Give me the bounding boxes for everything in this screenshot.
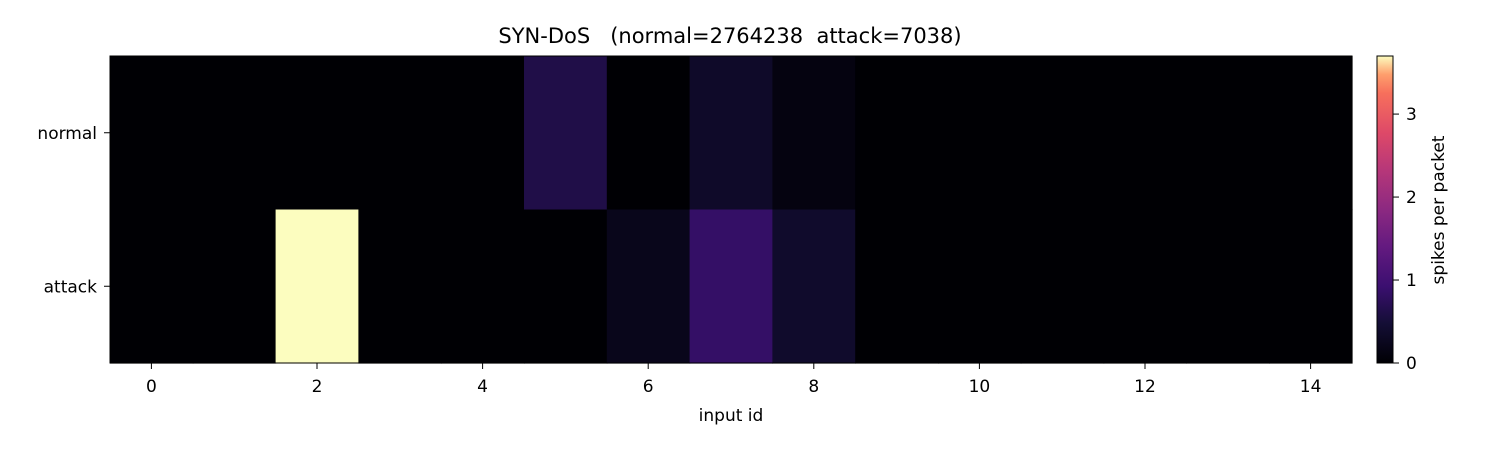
heatmap-cell bbox=[358, 56, 442, 211]
y-axis: normal attack bbox=[37, 124, 110, 297]
heatmap-cell bbox=[441, 56, 525, 211]
x-tick-label: 10 bbox=[969, 377, 991, 397]
chart-title: SYN-DoS (normal=2764238 attack=7038) bbox=[498, 24, 961, 48]
heatmap-cell bbox=[938, 56, 1022, 211]
colorbar-label: spikes per packet bbox=[1429, 135, 1449, 284]
heatmap-cell bbox=[110, 56, 194, 211]
heatmap-cell bbox=[524, 56, 608, 211]
heatmap-cell bbox=[938, 209, 1022, 364]
heatmap-cell bbox=[1103, 209, 1187, 364]
heatmap-cell bbox=[606, 56, 691, 211]
heatmap-cell bbox=[275, 209, 359, 364]
heatmap-cell bbox=[110, 209, 194, 364]
heatmap-cell bbox=[524, 209, 608, 364]
x-tick-label: 0 bbox=[146, 377, 157, 397]
heatmap-cell bbox=[1103, 56, 1187, 211]
x-tick-label: 2 bbox=[312, 377, 323, 397]
plot-frame bbox=[109, 55, 1353, 364]
heatmap-cells bbox=[110, 56, 1353, 364]
heatmap-cell bbox=[1269, 209, 1353, 364]
heatmap-cell bbox=[1269, 56, 1353, 211]
x-tick-label: 8 bbox=[808, 377, 819, 397]
colorbar bbox=[1376, 55, 1394, 364]
heatmap-cell bbox=[1020, 209, 1105, 364]
heatmap-cell bbox=[689, 209, 773, 364]
heatmap-cell bbox=[855, 209, 939, 364]
heatmap-cell bbox=[772, 56, 856, 211]
heatmap-cell bbox=[606, 209, 691, 364]
y-tick-label: attack bbox=[44, 277, 98, 297]
colorbar-axis: 0 1 2 3 bbox=[1393, 105, 1417, 374]
x-axis: 0 2 4 6 8 10 12 14 bbox=[146, 363, 1321, 397]
heatmap-cell bbox=[192, 56, 277, 211]
heatmap-cell bbox=[689, 56, 773, 211]
y-tick-label: normal bbox=[37, 124, 97, 144]
heatmap-cell bbox=[275, 56, 359, 211]
heatmap-cell bbox=[358, 209, 442, 364]
x-axis-label: input id bbox=[699, 406, 764, 426]
heatmap-cell bbox=[1186, 56, 1270, 211]
colorbar-tick-label: 2 bbox=[1406, 188, 1417, 208]
colorbar-tick-label: 1 bbox=[1406, 271, 1417, 291]
heatmap-cell bbox=[192, 209, 277, 364]
x-tick-label: 14 bbox=[1300, 377, 1322, 397]
heatmap-cell bbox=[1186, 209, 1270, 364]
heatmap-cell bbox=[1020, 56, 1105, 211]
x-tick-label: 12 bbox=[1134, 377, 1156, 397]
heatmap-cell bbox=[441, 209, 525, 364]
colorbar-tick-label: 3 bbox=[1406, 105, 1417, 125]
x-tick-label: 4 bbox=[477, 377, 488, 397]
heatmap-cell bbox=[772, 209, 856, 364]
heatmap-cell bbox=[855, 56, 939, 211]
x-tick-label: 6 bbox=[643, 377, 654, 397]
colorbar-tick-label: 0 bbox=[1406, 354, 1417, 374]
